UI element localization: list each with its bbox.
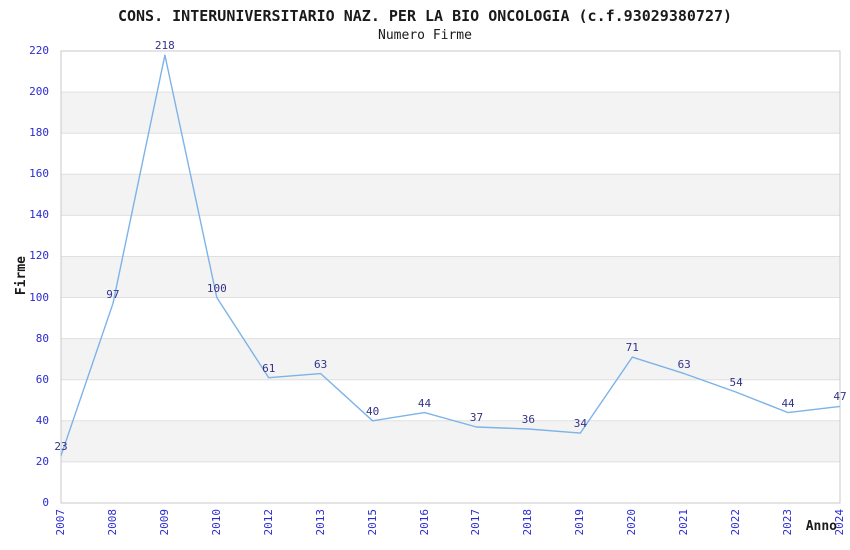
x-tick-label: 2015 (365, 509, 379, 536)
data-point-label: 37 (469, 410, 484, 424)
x-tick-label: 2010 (209, 509, 223, 536)
data-point-label: 61 (262, 361, 276, 375)
data-point-label: 44 (781, 396, 795, 410)
y-tick-label: 20 (35, 454, 49, 468)
y-tick-label: 140 (29, 208, 49, 222)
x-tick-label: 2018 (521, 509, 535, 536)
data-point-label: 47 (833, 390, 847, 404)
data-point-label: 40 (365, 404, 380, 418)
chart-title: CONS. INTERUNIVERSITARIO NAZ. PER LA BIO… (117, 7, 733, 25)
x-tick-label: 2023 (781, 509, 795, 536)
y-tick-label: 180 (29, 126, 49, 140)
plot-band (61, 338, 840, 380)
data-point-label: 63 (677, 357, 691, 371)
x-tick-label: 2009 (157, 509, 171, 536)
data-point-label: 100 (206, 281, 227, 295)
plot-band (61, 174, 840, 216)
y-tick-label: 0 (42, 496, 49, 509)
chart-subtitle: Numero Firme (378, 28, 472, 43)
y-tick-label: 80 (35, 331, 49, 345)
data-point-label: 63 (314, 357, 328, 371)
x-tick-label: 2020 (625, 509, 639, 536)
y-tick-label: 100 (29, 290, 49, 304)
data-point-label: 218 (154, 39, 175, 53)
x-tick-label: 2019 (573, 509, 587, 536)
x-tick-label: 2022 (729, 509, 743, 536)
y-tick-label: 200 (29, 85, 49, 99)
x-axis-title: Anno (805, 519, 837, 534)
plot-band (61, 420, 840, 462)
x-tick-label: 2012 (261, 509, 275, 536)
data-point-label: 71 (625, 341, 639, 355)
data-point-label: 34 (573, 417, 587, 431)
data-series-line (60, 54, 841, 456)
plot-band (61, 256, 840, 298)
y-tick-label: 120 (29, 249, 49, 263)
data-point-label: 44 (417, 396, 432, 410)
y-axis-title: Firme (14, 256, 29, 296)
plot-band (61, 92, 840, 134)
y-tick-label: 60 (35, 372, 49, 386)
data-point-label: 23 (54, 439, 68, 453)
x-tick-label: 2021 (677, 509, 691, 536)
plot-border (60, 50, 841, 504)
y-tick-label: 40 (35, 413, 49, 427)
x-tick-label: 2008 (105, 509, 119, 536)
x-tick-label: 2017 (469, 509, 483, 536)
y-tick-label: 160 (29, 167, 49, 181)
x-tick-label: 2016 (417, 509, 431, 536)
x-tick-label: 2013 (313, 509, 327, 536)
data-point-label: 97 (106, 287, 120, 301)
x-tick-label: 2007 (54, 509, 67, 536)
data-point-label: 54 (729, 376, 743, 390)
y-tick-label: 220 (29, 44, 49, 57)
data-point-label: 36 (521, 413, 536, 427)
